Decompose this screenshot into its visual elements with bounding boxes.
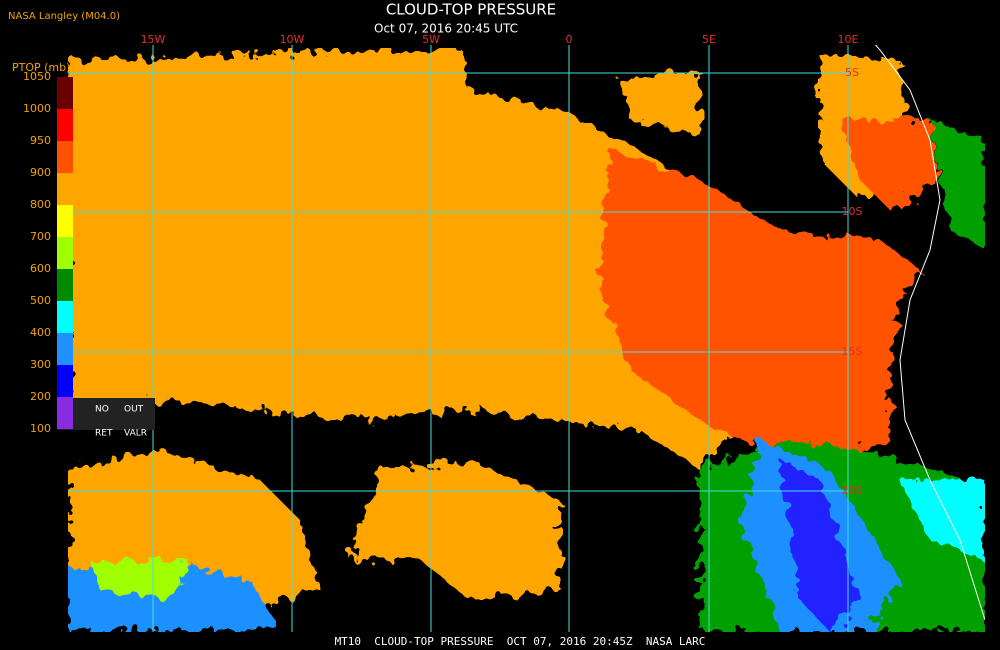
colorbar-tick-label: 300 <box>30 358 51 371</box>
colorbar-tick-label: 500 <box>30 294 51 307</box>
colorbar-bin <box>57 141 73 173</box>
colorbar-bin <box>57 77 73 109</box>
legend-label: OUT <box>124 405 144 415</box>
colorbar-tick-label: 200 <box>30 390 51 403</box>
latitude-label: 15S <box>842 345 863 358</box>
satellite-image <box>68 45 985 632</box>
longitude-label: 10E <box>838 33 859 46</box>
colorbar-tick-label: 700 <box>30 230 51 243</box>
latitude-label: 20S <box>842 484 863 497</box>
colorbar-bin <box>57 269 73 301</box>
footer: MT10 CLOUD-TOP PRESSURE OCT 07, 2016 20:… <box>335 635 706 648</box>
longitude-label: 5E <box>702 33 716 46</box>
source-label: NASA Langley (M04.0) <box>8 11 120 22</box>
legend-box <box>57 398 155 430</box>
colorbar-tick-label: 1050 <box>23 70 51 83</box>
colorbar-title: PTOP (mb) <box>12 61 70 74</box>
colorbar-bin <box>57 301 73 333</box>
colorbar-tick-label: 900 <box>30 166 51 179</box>
longitude-label: 5W <box>422 33 440 46</box>
colorbar-tick-label: 100 <box>30 422 51 435</box>
colorbar-bin <box>57 109 73 141</box>
latitude-label: 5S <box>845 66 859 79</box>
latitude-label: 10S <box>842 205 863 218</box>
legend-label: RET <box>95 429 113 439</box>
timestamp: Oct 07, 2016 20:45 UTC <box>374 22 518 36</box>
colorbar-tick-label: 400 <box>30 326 51 339</box>
colorbar-tick-label: 600 <box>30 262 51 275</box>
colorbar-tick-label: 950 <box>30 134 51 147</box>
longitude-label: 10W <box>280 33 305 46</box>
colorbar-bin <box>57 365 73 397</box>
colorbar-bin <box>57 205 73 237</box>
colorbar-bin <box>57 333 73 365</box>
colorbar-bin <box>57 237 73 269</box>
colorbar-tick-label: 1000 <box>23 102 51 115</box>
graticule <box>68 45 849 632</box>
legend-label: NO <box>95 405 109 415</box>
colorbar-bin <box>57 397 73 429</box>
colorbar-tick-label: 800 <box>30 198 51 211</box>
spacer <box>57 460 58 461</box>
colorbar-bin <box>57 173 73 205</box>
title: CLOUD-TOP PRESSURE <box>386 1 556 19</box>
longitude-label: 15W <box>141 33 166 46</box>
longitude-label: 0 <box>566 33 573 46</box>
legend-label: VALR <box>124 429 147 439</box>
